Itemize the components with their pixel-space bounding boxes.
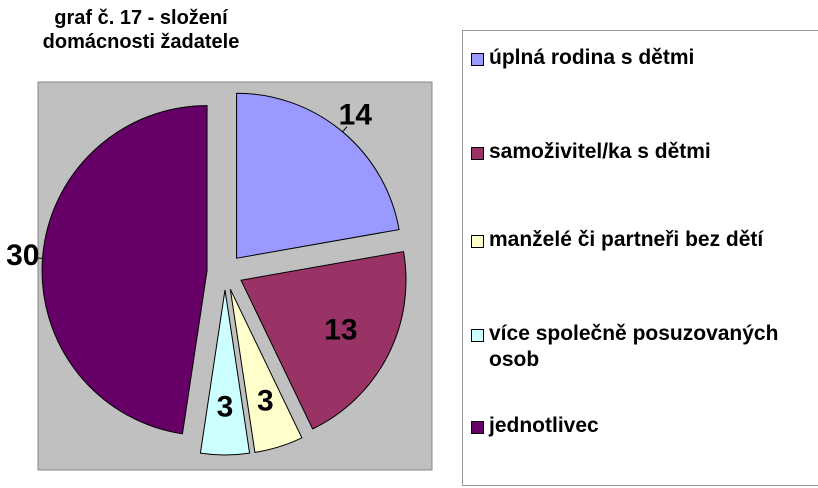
- pie-slice: [199, 289, 251, 456]
- pie-slice: [229, 288, 303, 453]
- legend-entry: více společně posuzovaných osob: [471, 321, 818, 373]
- legend-swatch: [471, 147, 484, 160]
- data-label: 3: [257, 385, 274, 418]
- legend-swatch: [471, 53, 484, 66]
- legend-entry: jednotlivec: [471, 413, 818, 439]
- legend-entry: samoživitel/ka s dětmi: [471, 139, 818, 165]
- data-label: 13: [324, 313, 357, 346]
- data-label: 14: [339, 99, 373, 132]
- legend-label: více společně posuzovaných osob: [489, 322, 779, 371]
- legend-label: manželé či partneři bez dětí: [489, 228, 764, 251]
- pie-slice: [236, 92, 400, 259]
- legend-entry: úplná rodina s dětmi: [471, 45, 818, 71]
- chart-title: graf č. 17 - složení domácnosti žadatele: [42, 7, 240, 53]
- leader-line: [342, 126, 348, 133]
- chart: 14 13 33 30: [6, 81, 433, 471]
- legend-label: jednotlivec: [489, 414, 599, 437]
- legend-label: samoživitel/ka s dětmi: [489, 140, 711, 163]
- data-label: 30: [6, 239, 39, 272]
- legend-swatch: [471, 329, 484, 342]
- legend: úplná rodina s dětmi samoživitel/ka s dět…: [462, 30, 818, 486]
- legend-label: úplná rodina s dětmi: [489, 46, 695, 69]
- pie-slice: [240, 250, 407, 430]
- legend-entry: manželé či partneři bez dětí: [471, 227, 818, 253]
- pie-slice: [41, 105, 208, 435]
- legend-swatch: [471, 235, 484, 248]
- legend-swatch: [471, 421, 484, 434]
- data-label: 3: [217, 391, 234, 424]
